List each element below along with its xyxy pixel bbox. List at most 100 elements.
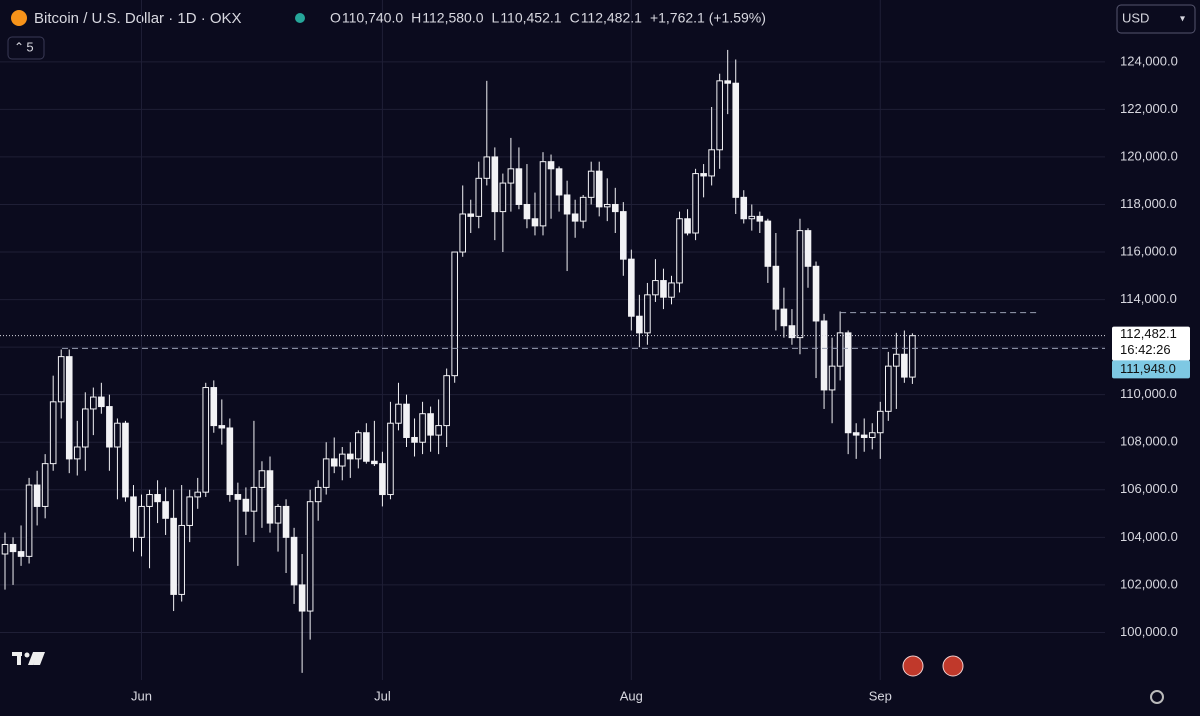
- candle-body: [274, 505, 282, 524]
- candle-body: [748, 215, 756, 220]
- candle-body: [764, 220, 772, 267]
- logo-part: [28, 652, 39, 665]
- candle-body: [33, 484, 41, 507]
- candle-body: [355, 432, 362, 460]
- ohlc-value: 110,452.1: [500, 10, 561, 26]
- candle-body: [515, 168, 523, 205]
- currency[interactable]: USD: [1122, 10, 1149, 25]
- candle-body: [25, 484, 33, 557]
- currency-caret[interactable]: ▾: [1180, 14, 1185, 25]
- candle-body: [250, 486, 258, 512]
- y-tick-label: 108,000.0: [1120, 434, 1178, 449]
- event-flags: [902, 655, 964, 677]
- candle-body: [628, 258, 635, 317]
- ohlc-value: 110,740.0: [342, 10, 403, 26]
- candle-body: [98, 396, 105, 408]
- y-tick-label: 110,000.0: [1120, 386, 1177, 401]
- candle-body: [523, 203, 531, 220]
- candle-body: [130, 496, 137, 538]
- candle-body: [65, 356, 73, 460]
- candle-body: [178, 524, 185, 595]
- candle-body: [893, 353, 900, 367]
- candle-body: [820, 320, 828, 391]
- candle-body: [483, 156, 491, 179]
- ohlc-label: C: [570, 10, 580, 26]
- candle-body: [298, 584, 306, 612]
- candle-body: [218, 425, 226, 429]
- candle-body: [579, 196, 587, 222]
- y-tick-label: 106,000.0: [1120, 481, 1178, 496]
- candle-body: [668, 282, 675, 298]
- last-price-label: 112,482.1: [1120, 326, 1177, 341]
- candle-body: [114, 422, 121, 448]
- candle-body: [684, 218, 691, 234]
- candle-body: [700, 173, 707, 177]
- candle-body: [82, 408, 89, 448]
- candle-body: [49, 401, 57, 465]
- candle-body: [772, 265, 780, 310]
- x-tick-label: Jul: [374, 688, 391, 703]
- candle-body: [170, 517, 177, 595]
- badge-box[interactable]: [7, 36, 45, 60]
- candle-body: [788, 325, 796, 339]
- settings-icon[interactable]: [1150, 690, 1164, 704]
- candle-body: [403, 403, 410, 438]
- ohlc-value: 112,580.0: [422, 10, 483, 26]
- y-tick-label: 118,000.0: [1120, 196, 1177, 211]
- candle-body: [708, 149, 715, 177]
- marker-price-tag: [1112, 360, 1190, 379]
- candle-body: [9, 543, 17, 553]
- plot-background: [0, 0, 1105, 680]
- candle-body: [146, 494, 153, 507]
- candle-body: [860, 434, 868, 438]
- candle-body: [756, 215, 764, 222]
- y-tick-label: 102,000.0: [1120, 576, 1178, 591]
- candle-body: [885, 365, 892, 412]
- interval-badge[interactable]: 5: [26, 39, 33, 54]
- header: Bitcoin / U.S. Dollar · 1D · OKX 5 ⌃ USD…: [7, 4, 1196, 60]
- logo-part: [33, 652, 45, 665]
- candle-body: [901, 353, 908, 378]
- candle-body: [547, 161, 555, 170]
- candle-body: [724, 80, 732, 84]
- collapse-icon[interactable]: ⌃: [14, 40, 24, 54]
- candle-body: [395, 403, 402, 424]
- candle-body: [210, 387, 218, 427]
- candle-body: [876, 410, 884, 434]
- candle-body: [451, 251, 458, 377]
- y-tick-label: 100,000.0: [1120, 624, 1178, 639]
- candle-body: [443, 375, 450, 427]
- candle-body: [563, 194, 571, 215]
- marker-price-label: 111,948.0: [1120, 361, 1176, 376]
- event-flag[interactable]: [942, 655, 964, 677]
- countdown: 16:42:26: [1120, 342, 1171, 357]
- candle-body: [611, 203, 619, 213]
- candle-body: [660, 280, 667, 298]
- candle-body: [467, 213, 475, 217]
- candle-body: [587, 170, 595, 198]
- candle-body: [266, 470, 274, 524]
- candle-body: [306, 501, 314, 612]
- candle-body: [780, 308, 788, 327]
- status-dot: [295, 13, 305, 23]
- candle-body: [459, 213, 467, 253]
- y-tick-label: 114,000.0: [1120, 291, 1177, 306]
- candle-body: [346, 453, 354, 460]
- candle-body: [909, 335, 916, 378]
- candle-body: [676, 218, 683, 284]
- candle-body: [202, 387, 210, 493]
- last-price-tag: [1112, 326, 1190, 361]
- candle-body: [90, 396, 97, 410]
- change: +1,762.1 (+1.59%): [650, 10, 766, 26]
- candle-body: [836, 332, 844, 367]
- currency-box[interactable]: [1116, 4, 1196, 34]
- candle-body: [603, 203, 611, 208]
- event-flag[interactable]: [902, 655, 924, 677]
- candle-body: [314, 486, 322, 503]
- candle-body: [828, 365, 836, 391]
- candle-body: [419, 413, 426, 443]
- ohlc-value: 112,482.1: [581, 10, 642, 26]
- candle-body: [644, 294, 651, 334]
